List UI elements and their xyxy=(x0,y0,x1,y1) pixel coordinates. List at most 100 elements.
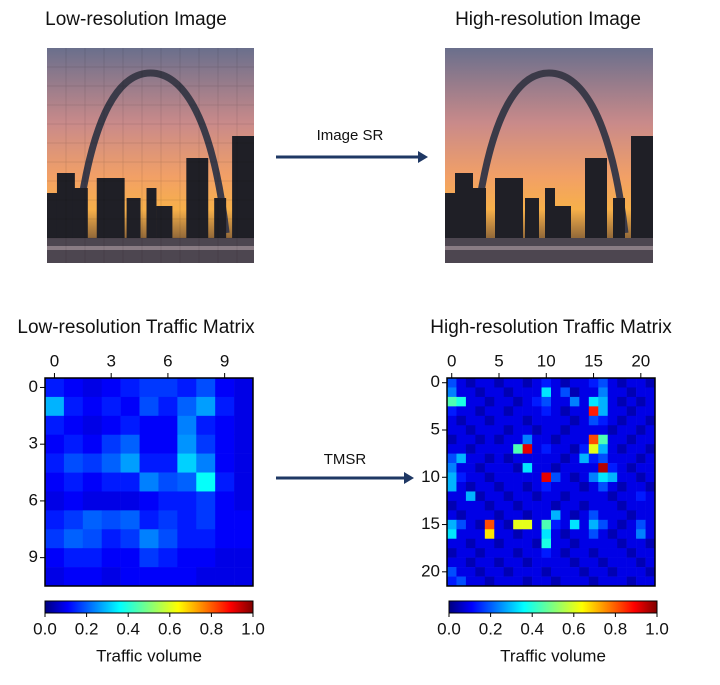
heatmap-cell xyxy=(522,453,533,464)
heatmap-cell xyxy=(513,529,523,540)
heatmap-cell xyxy=(532,387,542,398)
heatmap-cell xyxy=(465,500,476,511)
heatmap-cell xyxy=(607,538,618,549)
heatmap-cell xyxy=(588,548,599,558)
colorbar-tick-label: 1.0 xyxy=(645,619,669,638)
heatmap-cell xyxy=(484,482,495,492)
heatmap-cell xyxy=(82,529,103,549)
heatmap-cell xyxy=(569,453,580,464)
x-tick-label: 5 xyxy=(494,351,503,370)
heatmap-cell xyxy=(503,472,514,483)
heatmap-cell xyxy=(522,472,533,483)
heatmap-cell xyxy=(494,434,505,445)
heatmap-cell xyxy=(513,425,523,436)
heatmap-cell xyxy=(617,378,627,388)
heatmap-cell xyxy=(626,406,637,417)
heatmap-cell xyxy=(177,510,197,530)
heatmap-cell xyxy=(494,453,505,464)
heatmap-cell xyxy=(588,444,599,454)
heatmap-cell xyxy=(215,472,235,492)
heatmap-cell xyxy=(569,415,580,426)
heatmap-cell xyxy=(177,396,197,417)
colorbar-tick-label: 1.0 xyxy=(241,619,265,638)
heatmap-cell xyxy=(598,396,609,407)
heatmap-cell xyxy=(541,463,552,473)
heatmap-cell xyxy=(82,415,103,436)
heatmap-cell xyxy=(465,576,476,587)
heatmap-cell xyxy=(158,491,178,511)
matrix-frame xyxy=(44,377,254,587)
heatmap-cell xyxy=(551,491,561,502)
colorbar-tick-label: 0.8 xyxy=(200,619,224,638)
heatmap-cell xyxy=(626,453,637,464)
heatmap-cell xyxy=(617,463,627,473)
heatmap-cell xyxy=(513,387,523,398)
heatmap-cell xyxy=(120,510,140,530)
heatmap-cell xyxy=(503,510,514,521)
heatmap-cell xyxy=(579,415,590,426)
heatmap-cell xyxy=(234,453,254,473)
y-tick-label: 0 xyxy=(431,372,440,391)
x-tick-label: 0 xyxy=(447,351,456,370)
heatmap-cell xyxy=(560,510,571,521)
image-title: Low-resolution Image xyxy=(45,9,227,30)
heatmap-cell xyxy=(560,378,571,388)
heatmap-cell xyxy=(617,482,627,492)
heatmap-cell xyxy=(63,472,84,492)
heatmap-cell xyxy=(617,444,627,454)
heatmap-cell xyxy=(215,378,235,398)
heatmap-cell xyxy=(636,519,646,530)
heatmap-cell xyxy=(541,453,552,464)
heatmap-cell xyxy=(636,444,646,454)
heatmap-cell xyxy=(494,463,505,473)
heatmap-cell xyxy=(503,444,514,454)
heatmap-cell xyxy=(598,519,609,530)
heatmap-cell xyxy=(465,406,476,417)
heatmap-cell xyxy=(475,472,486,483)
heatmap-cell xyxy=(617,434,627,445)
heatmap-cell xyxy=(82,510,103,530)
heatmap-cell xyxy=(484,576,495,587)
heatmap-cell xyxy=(541,444,552,454)
heatmap-cell xyxy=(447,406,457,417)
heatmap-cell xyxy=(447,434,457,445)
heatmap-cell xyxy=(456,415,467,426)
heatmap-cell xyxy=(101,491,121,511)
heatmap-cell xyxy=(139,396,159,417)
heatmap-cell xyxy=(541,425,552,436)
heatmap-cell xyxy=(63,567,84,587)
heatmap-cell xyxy=(45,415,65,436)
heatmap-cell xyxy=(513,434,523,445)
heatmap-cell xyxy=(541,472,552,483)
heatmap-cell xyxy=(120,567,140,587)
heatmap-cell xyxy=(579,406,590,417)
heatmap-cell xyxy=(63,453,84,473)
heatmap-cell xyxy=(522,576,533,587)
heatmap-cell xyxy=(475,576,486,587)
heatmap-cell xyxy=(513,406,523,417)
heatmap-cell xyxy=(541,396,552,407)
heatmap-cell xyxy=(626,567,637,577)
heatmap-cell xyxy=(579,548,590,558)
heatmap-cell xyxy=(456,548,467,558)
heatmap-cell xyxy=(45,567,65,587)
heatmap-cell xyxy=(465,519,476,530)
heatmap-cell xyxy=(475,567,486,577)
heatmap-cell xyxy=(617,557,627,568)
matrix-title: Low-resolution Traffic Matrix xyxy=(17,317,255,338)
heatmap-cell xyxy=(234,529,254,549)
x-tick-label: 20 xyxy=(631,351,650,370)
colorbar-tick-label: 0.6 xyxy=(158,619,182,638)
heatmap-cell xyxy=(484,434,495,445)
heatmap-cell xyxy=(447,519,457,530)
heatmap-cell xyxy=(522,425,533,436)
heatmap-cell xyxy=(484,378,495,388)
heatmap-cell xyxy=(82,491,103,511)
heatmap-cell xyxy=(569,425,580,436)
heatmap-cell xyxy=(82,396,103,417)
heatmap-cell xyxy=(626,491,637,502)
heatmap-cell xyxy=(484,519,495,530)
heatmap-cell xyxy=(636,510,646,521)
heatmap-cell xyxy=(45,378,65,398)
heatmap-cell xyxy=(617,472,627,483)
